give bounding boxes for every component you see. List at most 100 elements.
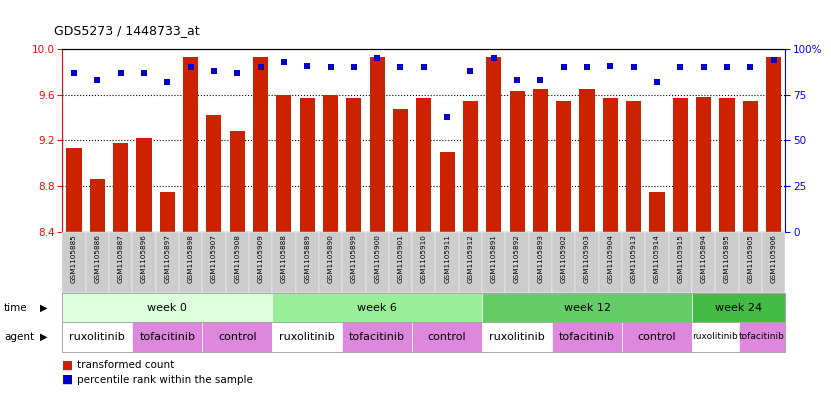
Point [604, 62, 617, 69]
Point [674, 64, 687, 70]
Text: GSM1105885: GSM1105885 [71, 234, 77, 283]
Text: GSM1105911: GSM1105911 [444, 234, 450, 283]
Point [440, 114, 454, 120]
Text: GSM1105896: GSM1105896 [141, 234, 147, 283]
Point [160, 79, 174, 85]
Text: GDS5273 / 1448733_at: GDS5273 / 1448733_at [54, 24, 199, 37]
Text: GSM1105893: GSM1105893 [538, 234, 543, 283]
Point [744, 64, 757, 70]
Point [720, 64, 734, 70]
Text: GSM1105910: GSM1105910 [420, 234, 427, 283]
Point [254, 64, 268, 70]
Point [627, 64, 641, 70]
Text: tofacitinib: tofacitinib [739, 332, 785, 342]
Text: GSM1105908: GSM1105908 [234, 234, 240, 283]
Point [230, 70, 243, 76]
Bar [276, 95, 292, 232]
Bar [720, 98, 735, 232]
Text: control: control [218, 332, 257, 342]
Text: GSM1105915: GSM1105915 [677, 234, 683, 283]
Bar [300, 98, 315, 232]
Bar [416, 98, 431, 232]
Text: GSM1105903: GSM1105903 [584, 234, 590, 283]
Text: ruxolitinib: ruxolitinib [70, 332, 125, 342]
Point [510, 77, 524, 83]
Bar [90, 179, 105, 232]
Point [557, 64, 570, 70]
Text: GSM1105897: GSM1105897 [165, 234, 170, 283]
Point [487, 55, 500, 61]
Point [301, 62, 314, 69]
Bar [696, 97, 711, 232]
Bar [673, 98, 688, 232]
Point [580, 64, 593, 70]
Text: GSM1105906: GSM1105906 [770, 234, 777, 283]
Point [534, 77, 547, 83]
Text: ruxolitinib: ruxolitinib [279, 332, 335, 342]
Text: GSM1105900: GSM1105900 [374, 234, 380, 283]
Point [697, 64, 711, 70]
Text: GSM1105914: GSM1105914 [654, 234, 660, 283]
Text: GSM1105901: GSM1105901 [397, 234, 404, 283]
Bar [463, 101, 478, 232]
Bar [579, 89, 595, 232]
Point [767, 57, 780, 63]
Bar [556, 101, 572, 232]
Point [91, 77, 104, 83]
Point [347, 64, 361, 70]
Point [184, 64, 197, 70]
Point [651, 79, 664, 85]
Text: GSM1105909: GSM1105909 [258, 234, 263, 283]
Point [114, 70, 127, 76]
Point [417, 64, 430, 70]
Bar [509, 92, 524, 232]
Bar [206, 116, 222, 232]
Text: week 12: week 12 [563, 303, 611, 312]
Text: control: control [428, 332, 466, 342]
Text: GSM1105889: GSM1105889 [304, 234, 310, 283]
Text: GSM1105902: GSM1105902 [561, 234, 567, 283]
Text: tofacitinib: tofacitinib [559, 332, 615, 342]
Text: control: control [637, 332, 676, 342]
Bar [160, 192, 175, 232]
Text: tofacitinib: tofacitinib [349, 332, 406, 342]
Text: week 0: week 0 [147, 303, 187, 312]
Text: GSM1105907: GSM1105907 [211, 234, 217, 283]
Bar [440, 152, 455, 232]
Bar [253, 57, 268, 232]
Point [137, 70, 150, 76]
Text: week 24: week 24 [715, 303, 762, 312]
Text: GSM1105895: GSM1105895 [724, 234, 730, 283]
Bar [183, 57, 198, 232]
Bar [602, 98, 618, 232]
Text: agent: agent [4, 332, 34, 342]
Point [67, 70, 81, 76]
Bar [486, 57, 501, 232]
Bar [370, 57, 385, 232]
Point [371, 55, 384, 61]
Point [278, 59, 291, 65]
Bar [626, 101, 642, 232]
Text: tofacitinib: tofacitinib [140, 332, 195, 342]
Text: ▶: ▶ [40, 303, 47, 312]
Text: GSM1105887: GSM1105887 [118, 234, 124, 283]
Text: ruxolitinib: ruxolitinib [692, 332, 738, 342]
Text: GSM1105905: GSM1105905 [747, 234, 754, 283]
Bar [743, 101, 758, 232]
Point [324, 64, 337, 70]
Text: ■: ■ [62, 358, 73, 371]
Text: transformed count: transformed count [77, 360, 175, 370]
Bar [323, 95, 338, 232]
Text: week 6: week 6 [357, 303, 397, 312]
Text: time: time [4, 303, 27, 312]
Text: ▶: ▶ [40, 332, 47, 342]
Text: GSM1105886: GSM1105886 [94, 234, 101, 283]
Text: GSM1105888: GSM1105888 [281, 234, 287, 283]
Bar [229, 131, 245, 232]
Text: GSM1105894: GSM1105894 [701, 234, 706, 283]
Text: GSM1105891: GSM1105891 [491, 234, 497, 283]
Text: ruxolitinib: ruxolitinib [489, 332, 545, 342]
Bar [113, 143, 128, 232]
Bar [393, 108, 408, 232]
Text: ■: ■ [62, 373, 73, 386]
